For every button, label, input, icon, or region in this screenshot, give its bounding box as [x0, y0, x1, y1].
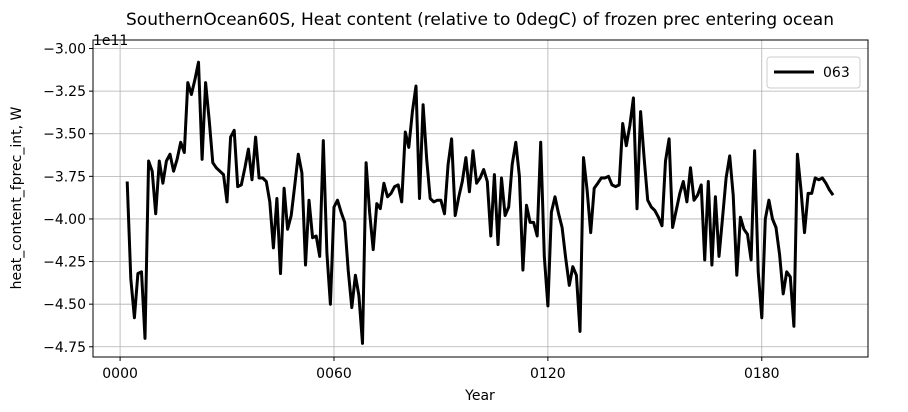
chart-title: SouthernOcean60S, Heat content (relative…	[126, 10, 834, 30]
data-line	[125, 60, 835, 345]
x-tick-label: 0000	[102, 366, 138, 382]
x-axis-label: Year	[464, 388, 495, 404]
y-axis-label: heat_content_fprec_int, W	[9, 106, 25, 289]
y-tick-label: −4.00	[43, 212, 86, 228]
y-tick-label: −4.25	[43, 255, 86, 271]
y-tick-label: −4.50	[43, 297, 86, 313]
y-tick-label: −4.75	[43, 340, 86, 356]
y-tick-label: −3.75	[43, 169, 86, 185]
y-tick-label: −3.50	[43, 127, 86, 143]
legend-label: 063	[823, 65, 850, 81]
x-tick-label: 0180	[744, 366, 780, 382]
y-tick-label: −3.25	[43, 84, 86, 100]
plot-frame	[92, 39, 869, 358]
y-tick-label: −3.00	[43, 42, 86, 58]
x-tick-label: 0060	[316, 366, 352, 382]
x-tick-label: 0120	[530, 366, 566, 382]
y-offset-label: 1e11	[93, 33, 128, 49]
